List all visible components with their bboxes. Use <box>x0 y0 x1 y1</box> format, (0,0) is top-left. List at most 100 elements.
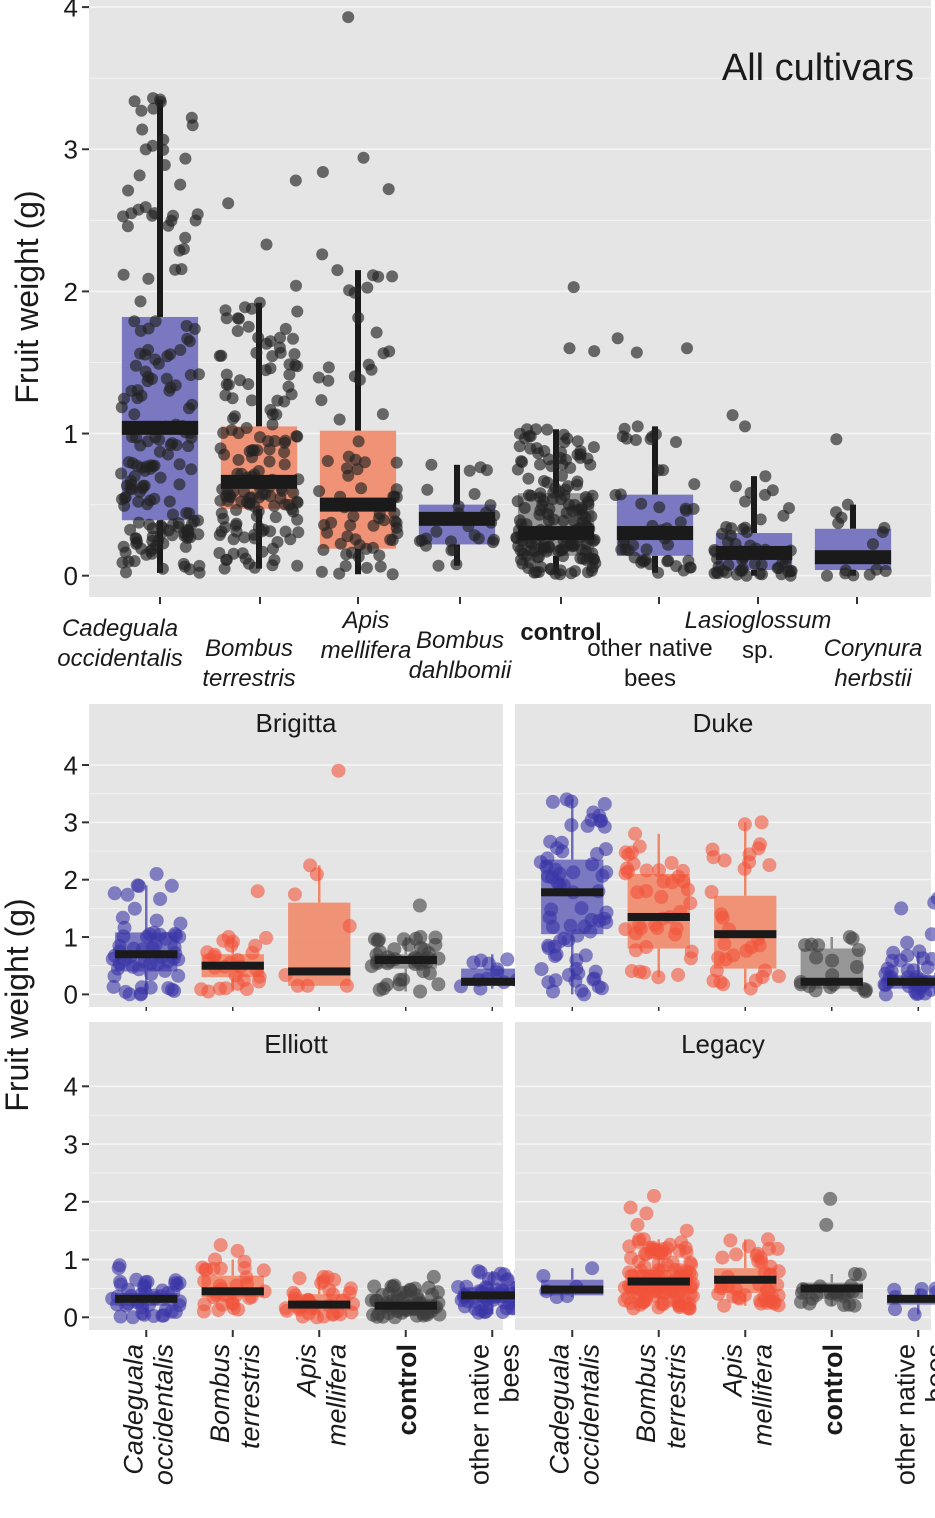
data-point <box>289 174 302 187</box>
data-point <box>450 558 463 571</box>
data-point <box>342 450 355 463</box>
data-point <box>396 972 411 987</box>
box-group-2 <box>213 174 305 575</box>
data-point <box>823 1191 838 1206</box>
data-point <box>221 930 236 944</box>
data-point <box>623 1200 638 1215</box>
data-point <box>131 392 144 405</box>
data-point <box>173 916 188 931</box>
data-point <box>541 975 556 990</box>
data-point <box>432 559 445 572</box>
data-point <box>134 347 147 360</box>
data-point <box>715 1250 730 1265</box>
median-bar <box>715 545 793 560</box>
data-point <box>421 483 434 496</box>
data-point <box>574 901 589 916</box>
data-point <box>121 220 134 233</box>
data-point <box>474 1303 489 1318</box>
box-group-1 <box>536 1261 604 1305</box>
median-bar <box>374 1301 437 1310</box>
data-point <box>340 548 353 561</box>
data-point <box>759 470 772 483</box>
median-bar <box>814 550 892 565</box>
data-point <box>117 268 130 281</box>
top-x-tick-label: Apis mellifera <box>321 607 412 664</box>
data-point <box>540 869 555 884</box>
facet-elliott: Elliott 0 1 2 3 4 Cadegualaoccidentalis Bombust… <box>64 1022 532 1485</box>
data-point <box>222 197 235 210</box>
data-point <box>542 910 557 925</box>
data-point <box>290 279 302 292</box>
data-point <box>141 375 154 388</box>
data-point <box>218 448 231 461</box>
data-point <box>631 420 644 433</box>
data-point <box>737 817 752 832</box>
top-panel: 0 1 2 3 4 Cadeguala occidentalis Bombus terrest… <box>57 0 931 692</box>
top-x-tick-label: other native bees <box>587 635 712 692</box>
data-point <box>705 842 720 857</box>
facet-y-axis: 0 1 2 3 4 <box>64 750 89 1010</box>
data-point <box>135 104 148 117</box>
data-point <box>234 374 246 387</box>
data-point <box>141 498 154 511</box>
data-point <box>367 1279 382 1294</box>
data-point <box>588 553 600 566</box>
data-point <box>487 533 500 546</box>
top-x-tick-label: Cadeguala occidentalis <box>57 615 182 672</box>
data-point <box>165 214 178 227</box>
data-point <box>213 1238 228 1253</box>
data-point <box>481 956 496 971</box>
data-point <box>912 944 927 959</box>
facet-x-tick-label: other nativebees <box>464 1344 524 1485</box>
data-point <box>553 485 566 498</box>
data-point <box>333 413 346 426</box>
data-point <box>133 987 148 1002</box>
data-point <box>242 320 255 333</box>
data-point <box>390 516 403 529</box>
data-point <box>316 166 329 178</box>
median-bar <box>201 961 264 970</box>
data-point <box>317 543 330 556</box>
data-point <box>322 374 335 387</box>
data-point <box>130 878 145 893</box>
data-point <box>752 938 767 953</box>
data-point <box>173 458 186 471</box>
data-point <box>675 863 690 878</box>
data-point <box>376 408 389 421</box>
data-point <box>632 917 647 932</box>
points <box>708 409 798 582</box>
data-point <box>127 901 142 916</box>
data-point <box>185 463 198 476</box>
data-point <box>212 981 227 996</box>
data-point <box>142 272 155 285</box>
data-point <box>156 562 169 575</box>
box-group-7 <box>708 409 798 582</box>
data-point <box>622 1239 637 1254</box>
data-point <box>361 281 374 294</box>
data-point <box>146 209 159 222</box>
data-point <box>386 568 399 581</box>
facet-y-tick-label: 4 <box>64 750 78 780</box>
data-point <box>321 526 334 539</box>
data-point <box>627 539 640 552</box>
data-point <box>217 426 230 439</box>
data-point <box>180 319 193 332</box>
facet-boxplots <box>105 1238 532 1325</box>
top-x-tick-label: Corynura herbstii <box>824 635 923 692</box>
data-point <box>808 983 823 998</box>
data-point <box>278 458 291 471</box>
data-point <box>175 263 188 276</box>
data-point <box>579 537 592 550</box>
data-point <box>445 544 458 557</box>
data-point <box>566 865 581 880</box>
median-bar <box>887 977 935 986</box>
data-point <box>878 521 891 534</box>
data-point <box>729 480 742 493</box>
data-point <box>387 1310 402 1325</box>
data-point <box>825 953 840 968</box>
data-point <box>841 498 854 511</box>
data-point <box>291 559 304 572</box>
data-point <box>403 1282 418 1297</box>
data-point <box>149 353 162 366</box>
data-point <box>139 143 152 156</box>
